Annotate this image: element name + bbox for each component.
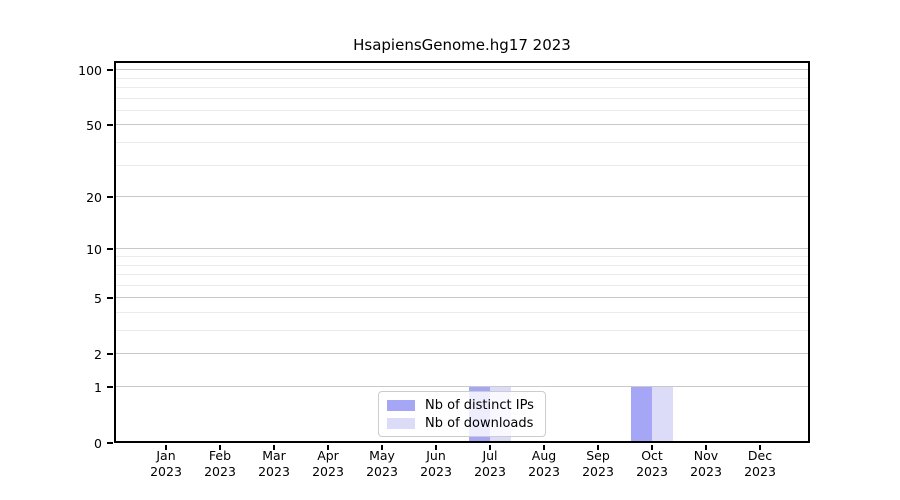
y-tick [107, 196, 113, 199]
x-tick [543, 445, 545, 450]
x-tick-year: 2023 [312, 464, 344, 479]
x-tick-label: Sep 2023 [568, 448, 628, 480]
legend-label: Nb of downloads [425, 415, 534, 431]
legend: Nb of distinct IPs Nb of downloads [378, 391, 546, 437]
x-tick-label: Jul 2023 [460, 448, 520, 480]
x-tick-year: 2023 [636, 464, 668, 479]
downloads-swatch [387, 417, 415, 429]
gridline-major [114, 386, 810, 388]
gridline-major [114, 196, 810, 198]
x-tick-year: 2023 [474, 464, 506, 479]
gridline-minor [114, 97, 810, 99]
x-tick [381, 445, 383, 450]
x-tick [327, 445, 329, 450]
y-tick-label: 20 [86, 190, 102, 206]
x-tick-label: Oct 2023 [622, 448, 682, 480]
x-tick-year: 2023 [690, 464, 722, 479]
gridline-minor [114, 77, 810, 79]
gridline-minor [114, 274, 810, 276]
y-tick [107, 124, 113, 127]
x-tick [597, 445, 599, 450]
x-tick-label: Aug 2023 [514, 448, 574, 480]
x-tick [489, 445, 491, 450]
x-tick-label: Nov 2023 [676, 448, 736, 480]
x-tick [705, 445, 707, 450]
y-tick [107, 386, 113, 389]
x-tick [273, 445, 275, 450]
gridline-minor [114, 142, 810, 144]
gridline-minor [114, 87, 810, 89]
x-tick [219, 445, 221, 450]
x-tick-year: 2023 [744, 464, 776, 479]
y-tick-label: 2 [94, 347, 102, 363]
y-tick-label: 0 [94, 436, 102, 451]
y-tick [107, 442, 113, 444]
x-tick-label: Jan 2023 [136, 448, 196, 480]
x-tick [759, 445, 761, 450]
x-tick [435, 445, 437, 450]
gridline-minor [114, 330, 810, 332]
chart-title: HsapiensGenome.hg17 2023 [353, 36, 571, 54]
y-tick-label: 100 [78, 63, 102, 79]
x-tick-year: 2023 [150, 464, 182, 479]
y-tick [107, 248, 113, 251]
gridline-minor [114, 164, 810, 166]
x-tick-label: Apr 2023 [298, 448, 358, 480]
gridline-major [114, 297, 810, 299]
bar-downloads [652, 387, 673, 443]
x-tick-label: Dec 2023 [730, 448, 790, 480]
legend-label: Nb of distinct IPs [425, 397, 534, 413]
y-tick [107, 297, 113, 300]
gridline-minor [114, 312, 810, 313]
y-tick-label: 10 [86, 242, 102, 258]
legend-item-distinct-ips: Nb of distinct IPs [387, 398, 537, 413]
gridline-major [114, 124, 810, 126]
x-tick-label: Mar 2023 [244, 448, 304, 480]
gridline-minor [114, 109, 810, 111]
x-tick-label: Feb 2023 [190, 448, 250, 480]
x-tick-year: 2023 [582, 464, 614, 479]
plot-area: Nb of distinct IPs Nb of downloads 0 1 2 5 1… [78, 61, 810, 479]
y-tick [107, 353, 113, 356]
x-tick-label: Jun 2023 [406, 448, 466, 480]
gridline-minor [114, 264, 810, 266]
gridline-major [114, 353, 810, 355]
y-tick-label: 50 [86, 118, 102, 134]
x-tick-year: 2023 [528, 464, 560, 479]
gridline-minor [114, 284, 810, 286]
x-tick-label: May 2023 [352, 448, 412, 480]
x-tick [651, 445, 653, 450]
bar-distinct-ips [631, 387, 652, 443]
x-tick [165, 445, 167, 450]
gridline-major [114, 248, 810, 250]
gridline-major [114, 69, 810, 71]
y-tick-label: 5 [94, 291, 102, 307]
y-tick-label: 1 [94, 380, 102, 396]
x-tick-year: 2023 [258, 464, 290, 479]
y-tick [107, 69, 113, 72]
distinct-ips-swatch [387, 399, 415, 411]
x-tick-year: 2023 [204, 464, 236, 479]
x-tick-year: 2023 [420, 464, 452, 479]
gridline-minor [114, 256, 810, 257]
legend-item-downloads: Nb of downloads [387, 416, 537, 431]
x-tick-year: 2023 [366, 464, 398, 479]
